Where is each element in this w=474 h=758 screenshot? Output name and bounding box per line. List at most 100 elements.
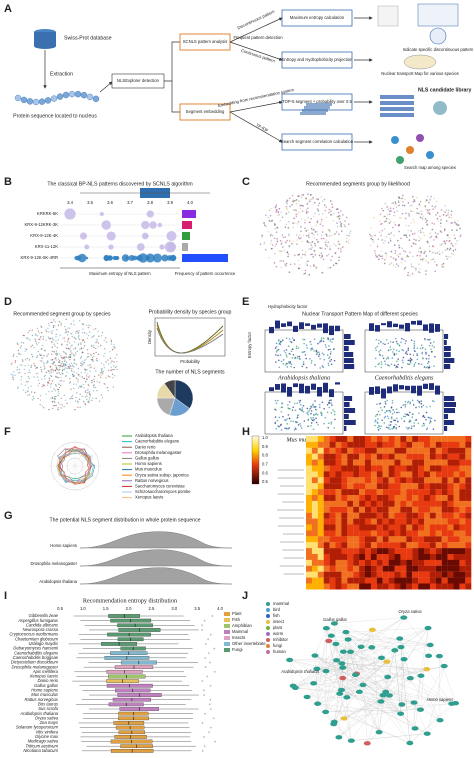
embed-point [404, 217, 407, 220]
heat-cell [424, 453, 430, 460]
embed-point [17, 352, 20, 355]
heat-cell [394, 477, 401, 484]
heat-cell [376, 559, 383, 566]
node [425, 653, 433, 659]
embed-point [407, 271, 410, 274]
embed-point [27, 364, 30, 367]
heat-cell [453, 489, 460, 496]
map-point [317, 342, 319, 345]
embed-point [334, 262, 337, 265]
embed-point [415, 239, 417, 241]
embed-point [84, 402, 86, 405]
embed-point [415, 196, 418, 199]
heat-cell [400, 441, 407, 448]
embed-point [47, 327, 49, 330]
embed-point [410, 210, 412, 212]
embed-point [54, 398, 56, 400]
heat-cell [418, 571, 425, 578]
heat-cell [341, 465, 348, 472]
embed-point [44, 378, 46, 380]
map-point [433, 346, 435, 348]
heat-cell [311, 548, 318, 555]
heat-cell [459, 477, 466, 484]
heat-cell [459, 571, 466, 578]
embed-point [345, 216, 348, 219]
node [397, 644, 405, 650]
embed-point [279, 219, 282, 222]
embed-point [425, 221, 427, 223]
heat-cell [370, 542, 377, 549]
edge [289, 659, 294, 686]
heat-cell [317, 571, 324, 578]
heat-cell [447, 565, 454, 572]
heat-cell [447, 453, 454, 460]
embed-point [425, 260, 427, 262]
embed-point [310, 218, 312, 220]
embed-point [52, 339, 54, 341]
map-point [389, 411, 392, 413]
heat-cell [370, 495, 377, 501]
map-point [333, 410, 336, 413]
embed-point [298, 237, 301, 240]
label: 3.6 [107, 200, 113, 205]
database-icon [34, 43, 56, 49]
heat-cell [359, 453, 366, 460]
label: SCNLS pattern analysis [183, 39, 227, 44]
embed-point [60, 379, 63, 382]
heat-cell [359, 559, 366, 566]
embed-point [396, 254, 399, 257]
embed-point [311, 246, 313, 249]
embed-point [97, 342, 100, 344]
heat-cell [388, 447, 395, 454]
map-point [376, 345, 379, 348]
outlier [201, 624, 203, 627]
map-point [321, 352, 324, 355]
heat-cell [394, 548, 401, 555]
embed-point [286, 251, 289, 254]
embed-point [414, 243, 417, 245]
heat-cell [382, 559, 389, 566]
embed-point [450, 242, 453, 245]
map-point [330, 402, 333, 404]
embed-point [430, 258, 433, 261]
heat-cell [341, 500, 348, 507]
embed-point [63, 358, 66, 360]
map-point [285, 349, 288, 351]
map-point [318, 353, 321, 356]
map-point [402, 404, 405, 406]
embed-point [391, 226, 394, 229]
plot-frame [364, 391, 444, 435]
heat-cell [424, 548, 430, 555]
embed-point [416, 212, 418, 214]
marginal-bar [344, 426, 347, 431]
embed-point [71, 373, 74, 376]
heat-cell [341, 459, 348, 466]
heat-cell [429, 441, 436, 448]
embed-point [64, 325, 66, 328]
embed-point [431, 235, 433, 237]
node [406, 740, 414, 746]
embed-point [448, 248, 451, 251]
embed-point [85, 358, 87, 360]
heat-cell [429, 512, 436, 519]
map-point [295, 345, 298, 348]
marginal-bar [299, 322, 304, 329]
embed-point [320, 218, 323, 221]
map-point [393, 364, 396, 367]
map-point [310, 422, 313, 424]
heat-cell [376, 554, 383, 560]
embed-point [30, 366, 32, 368]
map-point [330, 412, 333, 414]
label: The number of NLS segments [155, 369, 225, 375]
marginal-bar [329, 325, 334, 336]
map-point [416, 358, 419, 361]
node [384, 674, 392, 680]
edge [346, 697, 421, 710]
embed-point [98, 400, 101, 402]
heat-cell [323, 518, 330, 525]
embed-point [77, 402, 79, 404]
legend-key [224, 648, 230, 652]
heat-cell [376, 465, 383, 472]
map-point [288, 427, 290, 429]
radar-line [59, 449, 93, 485]
